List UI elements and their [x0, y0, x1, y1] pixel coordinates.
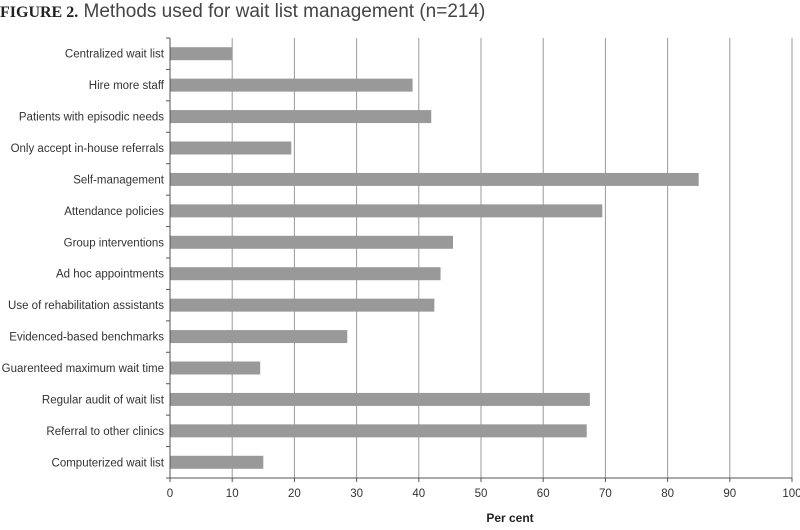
bar: [170, 424, 587, 438]
bar: [170, 78, 413, 92]
x-tick-label: 90: [723, 488, 736, 500]
bar: [170, 110, 432, 124]
x-tick-label: 20: [288, 488, 301, 500]
bar: [170, 298, 435, 312]
bars: [170, 47, 699, 469]
bar: [170, 267, 441, 281]
bar: [170, 330, 348, 344]
x-tick-label: 0: [167, 488, 173, 500]
axes: [166, 37, 793, 482]
bar: [170, 361, 261, 375]
x-axis-label: Per cent: [486, 511, 533, 525]
category-label: Computerized wait list: [52, 457, 165, 469]
x-tick-label: 10: [226, 488, 239, 500]
category-label: Only accept in-house referrals: [11, 143, 165, 155]
bar: [170, 455, 264, 469]
category-label: Centralized wait list: [65, 49, 165, 61]
category-label: Regular audit of wait list: [42, 394, 165, 406]
category-label: Group interventions: [64, 237, 165, 249]
category-labels: Centralized wait list Hire more staff Pati…: [2, 49, 165, 470]
category-label: Guarenteed maximum wait time: [2, 363, 164, 375]
x-tick-label: 50: [475, 488, 488, 500]
category-label: Use of rehabilitation assistants: [8, 300, 164, 312]
gridlines: [231, 38, 793, 478]
x-tick-label: 60: [537, 488, 550, 500]
x-tick-label: 30: [350, 488, 363, 500]
bar: [170, 235, 454, 249]
category-label: Evidenced-based benchmarks: [9, 332, 164, 344]
bar: [170, 141, 292, 155]
x-tick-label: 40: [412, 488, 425, 500]
bar: [170, 204, 603, 218]
tick-labels: 0 10 20 30 40 50 60 70 80 90 100: [167, 488, 800, 500]
bar: [170, 392, 590, 406]
x-tick-label: 80: [661, 488, 674, 500]
chart-title: FIGURE 2. Methods used for wait list man…: [0, 0, 800, 26]
bar: [170, 47, 233, 61]
category-label: Ad hoc appointments: [56, 269, 164, 281]
bar: [170, 172, 699, 186]
x-tick-label: 100: [782, 488, 800, 500]
category-label: Self-management: [73, 174, 165, 186]
category-label: Hire more staff: [89, 80, 165, 92]
category-label: Patients with episodic needs: [19, 112, 164, 124]
x-tick-label: 70: [599, 488, 612, 500]
category-label: Referral to other clinics: [46, 426, 164, 438]
figure-label: FIGURE 2.: [0, 4, 79, 21]
figure-title: Methods used for wait list management (n…: [83, 1, 486, 22]
category-label: Attendance policies: [64, 206, 164, 218]
